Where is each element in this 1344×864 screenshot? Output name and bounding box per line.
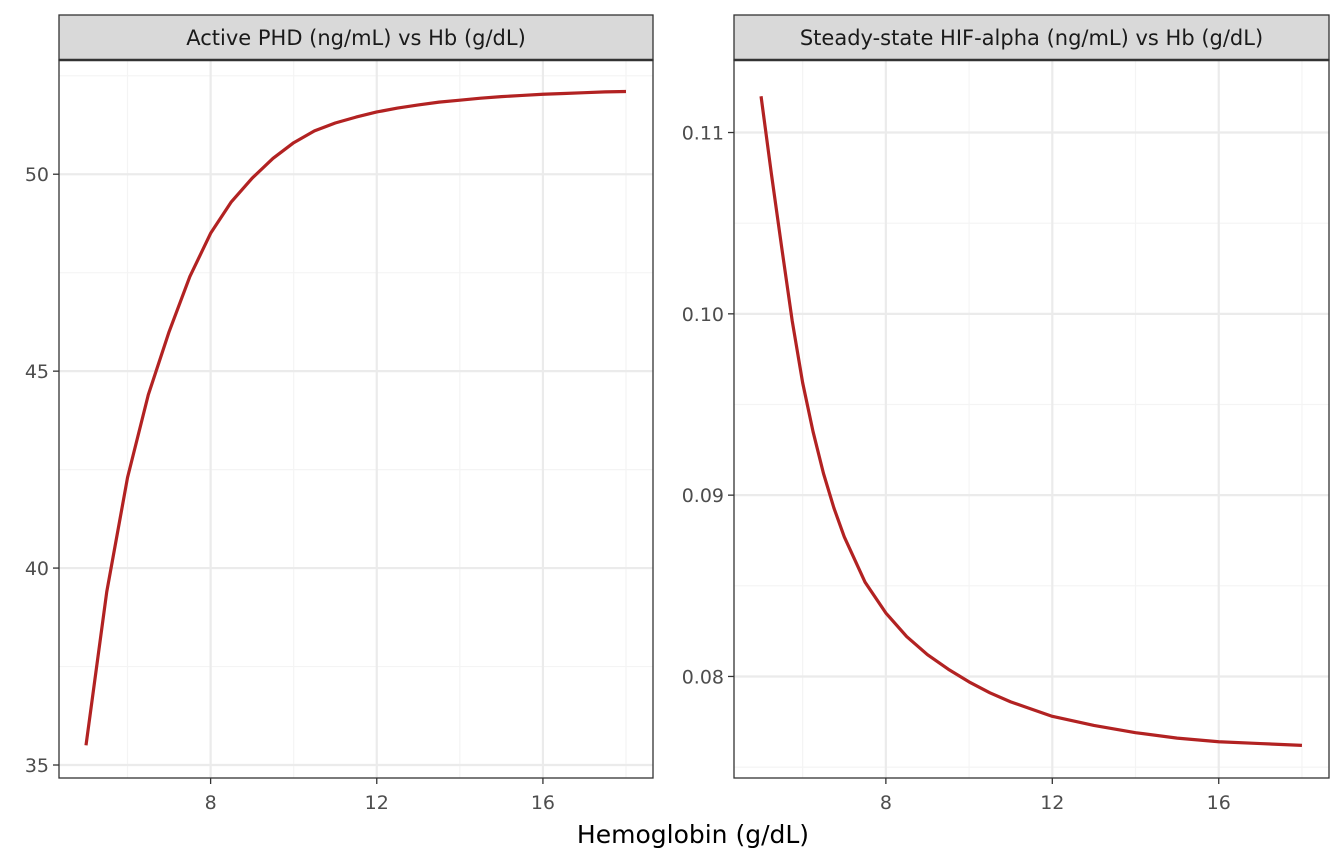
y-tick-label: 45 (25, 361, 49, 383)
y-tick-label: 0.11 (682, 123, 724, 145)
panel-hif-alpha: Steady-state HIF-alpha (ng/mL) vs Hb (g/… (682, 14, 1330, 814)
y-tick-label: 40 (25, 558, 49, 580)
strip-background (733, 14, 1330, 61)
x-tick-label: 12 (1040, 792, 1064, 814)
series-line (759, 96, 1303, 747)
x-tick-label: 8 (880, 792, 892, 814)
series-line (84, 89, 627, 746)
y-tick-label: 50 (25, 164, 49, 186)
y-tick-label: 0.08 (682, 666, 724, 688)
panel-title: Steady-state HIF-alpha (ng/mL) vs Hb (g/… (800, 26, 1263, 50)
x-tick-label: 16 (1207, 792, 1231, 814)
x-tick-label: 8 (205, 792, 217, 814)
x-tick-label: 16 (531, 792, 555, 814)
panel-title: Active PHD (ng/mL) vs Hb (g/dL) (186, 26, 526, 50)
panel-background (734, 60, 1329, 778)
y-tick-label: 0.10 (682, 304, 724, 326)
x-axis-title: Hemoglobin (g/dL) (577, 820, 809, 849)
y-tick-label: 35 (25, 755, 49, 777)
x-tick-label: 12 (365, 792, 389, 814)
panel-active-phd: Active PHD (ng/mL) vs Hb (g/dL) 8 12 16 35 40… (25, 14, 654, 814)
panel-background (59, 60, 653, 778)
y-tick-label: 0.09 (682, 485, 724, 507)
